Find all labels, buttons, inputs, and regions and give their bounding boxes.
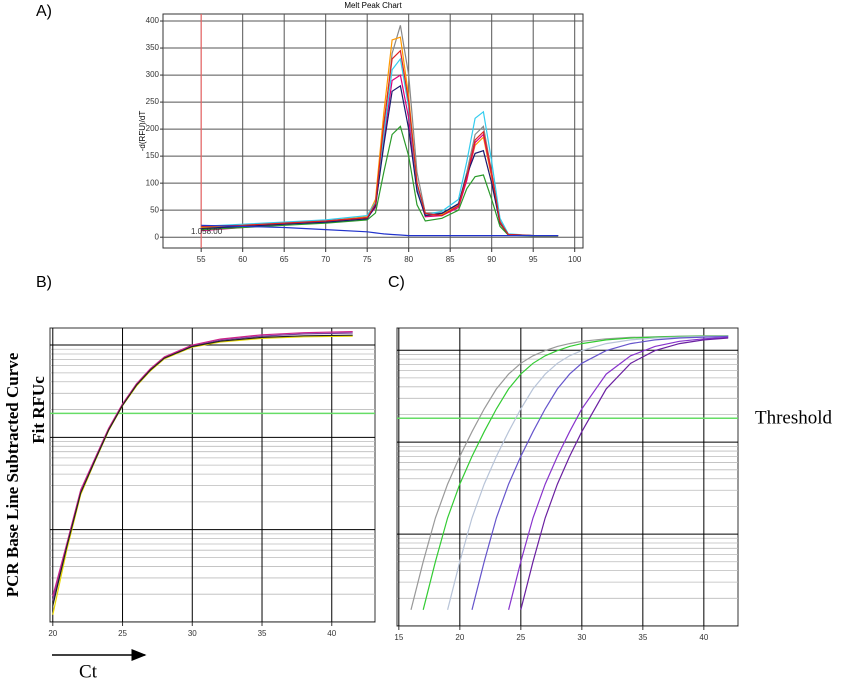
x-tick-label: 80 bbox=[404, 255, 413, 264]
series-line bbox=[422, 335, 729, 610]
plot bbox=[397, 328, 738, 626]
x-tick-label: 55 bbox=[197, 255, 206, 264]
series-line bbox=[201, 84, 559, 237]
series-line bbox=[52, 331, 353, 597]
y-tick-label: 300 bbox=[146, 70, 160, 79]
panel-label: A) bbox=[36, 3, 52, 20]
x-tick-label: 15 bbox=[394, 633, 403, 642]
plot-area bbox=[49, 327, 376, 623]
chart-title: Melt Peak Chart bbox=[344, 1, 402, 10]
series-line bbox=[201, 49, 559, 237]
series-line bbox=[508, 336, 729, 610]
x-tick-label: 75 bbox=[363, 255, 372, 264]
x-tick-label: 40 bbox=[327, 629, 336, 638]
x-tick-label: 85 bbox=[446, 255, 455, 264]
x-tick-label: 35 bbox=[638, 633, 647, 642]
x-tick-label: 70 bbox=[321, 255, 330, 264]
x-tick-label: 90 bbox=[487, 255, 496, 264]
y-tick-label: 150 bbox=[146, 151, 160, 160]
series-line bbox=[201, 224, 559, 237]
series-line bbox=[201, 125, 559, 237]
panel-label: B) bbox=[36, 274, 52, 291]
x-tick-label: 35 bbox=[258, 629, 267, 638]
x-axis-label: Ct bbox=[79, 661, 98, 682]
y-tick-label: 200 bbox=[146, 124, 160, 133]
threshold-label: Threshold bbox=[755, 408, 833, 429]
series-line bbox=[447, 335, 729, 610]
x-tick-label: 30 bbox=[188, 629, 197, 638]
x-tick-label: 40 bbox=[699, 633, 708, 642]
annotation: 1.058.00 bbox=[191, 227, 223, 236]
y-tick-label: 250 bbox=[146, 97, 160, 106]
x-tick-label: 60 bbox=[238, 255, 247, 264]
y-tick-label: 400 bbox=[146, 16, 160, 25]
x-tick-label: 65 bbox=[280, 255, 289, 264]
plot-area bbox=[396, 327, 739, 627]
y-axis-label: Fit RFUc bbox=[29, 376, 48, 444]
x-tick-label: 20 bbox=[455, 633, 464, 642]
panel-label: C) bbox=[388, 274, 405, 291]
x-tick-label: 95 bbox=[529, 255, 538, 264]
x-tick-label: 25 bbox=[516, 633, 525, 642]
y-tick-label: 50 bbox=[150, 205, 159, 214]
x-tick-label: 30 bbox=[577, 633, 586, 642]
y-tick-label: 350 bbox=[146, 43, 160, 52]
y-axis-label: PCR Base Line Subtracted Curve bbox=[3, 352, 22, 597]
plot-area bbox=[162, 13, 584, 249]
x-tick-label: 100 bbox=[568, 255, 582, 264]
plot bbox=[163, 14, 583, 248]
y-tick-label: 0 bbox=[155, 232, 160, 241]
x-tick-label: 20 bbox=[48, 629, 57, 638]
y-tick-label: 100 bbox=[146, 178, 160, 187]
x-tick-label: 25 bbox=[118, 629, 127, 638]
y-axis-label: -d(RFU)/dT bbox=[138, 111, 147, 152]
plot bbox=[50, 328, 375, 622]
series-line bbox=[52, 334, 353, 606]
series-line bbox=[471, 335, 729, 610]
series-line bbox=[520, 337, 729, 610]
